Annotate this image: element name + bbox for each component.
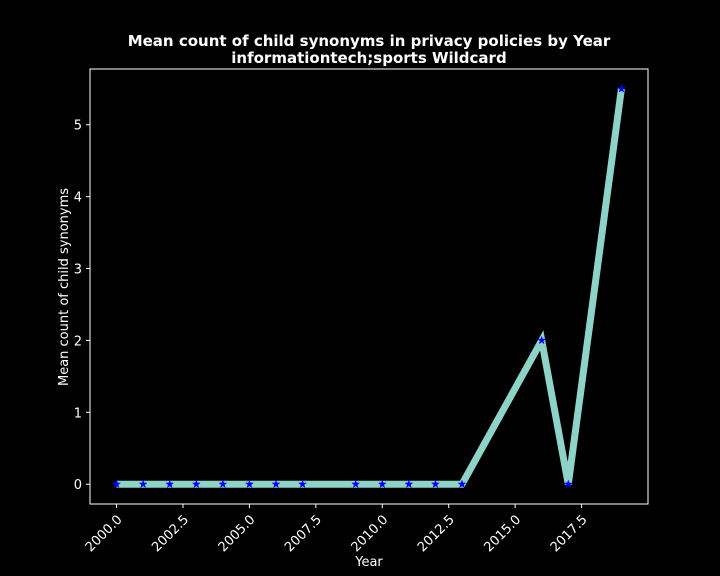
y-tick-label: 4 [74, 191, 82, 206]
data-point-marker [616, 84, 626, 93]
chart-subtitle: informationtech;sports Wildcard [231, 49, 506, 67]
data-point-marker [430, 479, 440, 489]
data-point-marker [218, 479, 228, 489]
data-point-marker [457, 479, 467, 489]
data-point-marker [298, 479, 308, 489]
data-point-marker [563, 479, 573, 489]
data-point-marker [404, 479, 414, 489]
data-point-marker [244, 479, 254, 489]
y-tick-label: 2 [74, 334, 82, 349]
x-axis-label: Year [354, 555, 383, 570]
data-point-marker [112, 479, 122, 489]
y-axis: 0 1 2 3 4 5 [74, 119, 90, 493]
y-tick-label: 0 [74, 478, 82, 493]
series-line [116, 88, 625, 488]
data-point-marker [191, 479, 201, 489]
chart-title: Mean count of child synonyms in privacy … [128, 32, 611, 50]
y-tick-label: 1 [74, 406, 82, 421]
data-point-marker [271, 479, 281, 489]
y-tick-label: 3 [74, 263, 82, 278]
data-point-marker [165, 479, 175, 489]
plot-area-frame [89, 68, 649, 505]
y-tick-label: 5 [74, 119, 82, 134]
data-point-marker [377, 479, 387, 489]
series-layer [112, 84, 626, 489]
data-point-marker [351, 479, 361, 489]
data-point-marker [537, 335, 547, 345]
data-point-marker [138, 479, 148, 489]
y-axis-label: Mean count of child synonyms [57, 188, 72, 386]
